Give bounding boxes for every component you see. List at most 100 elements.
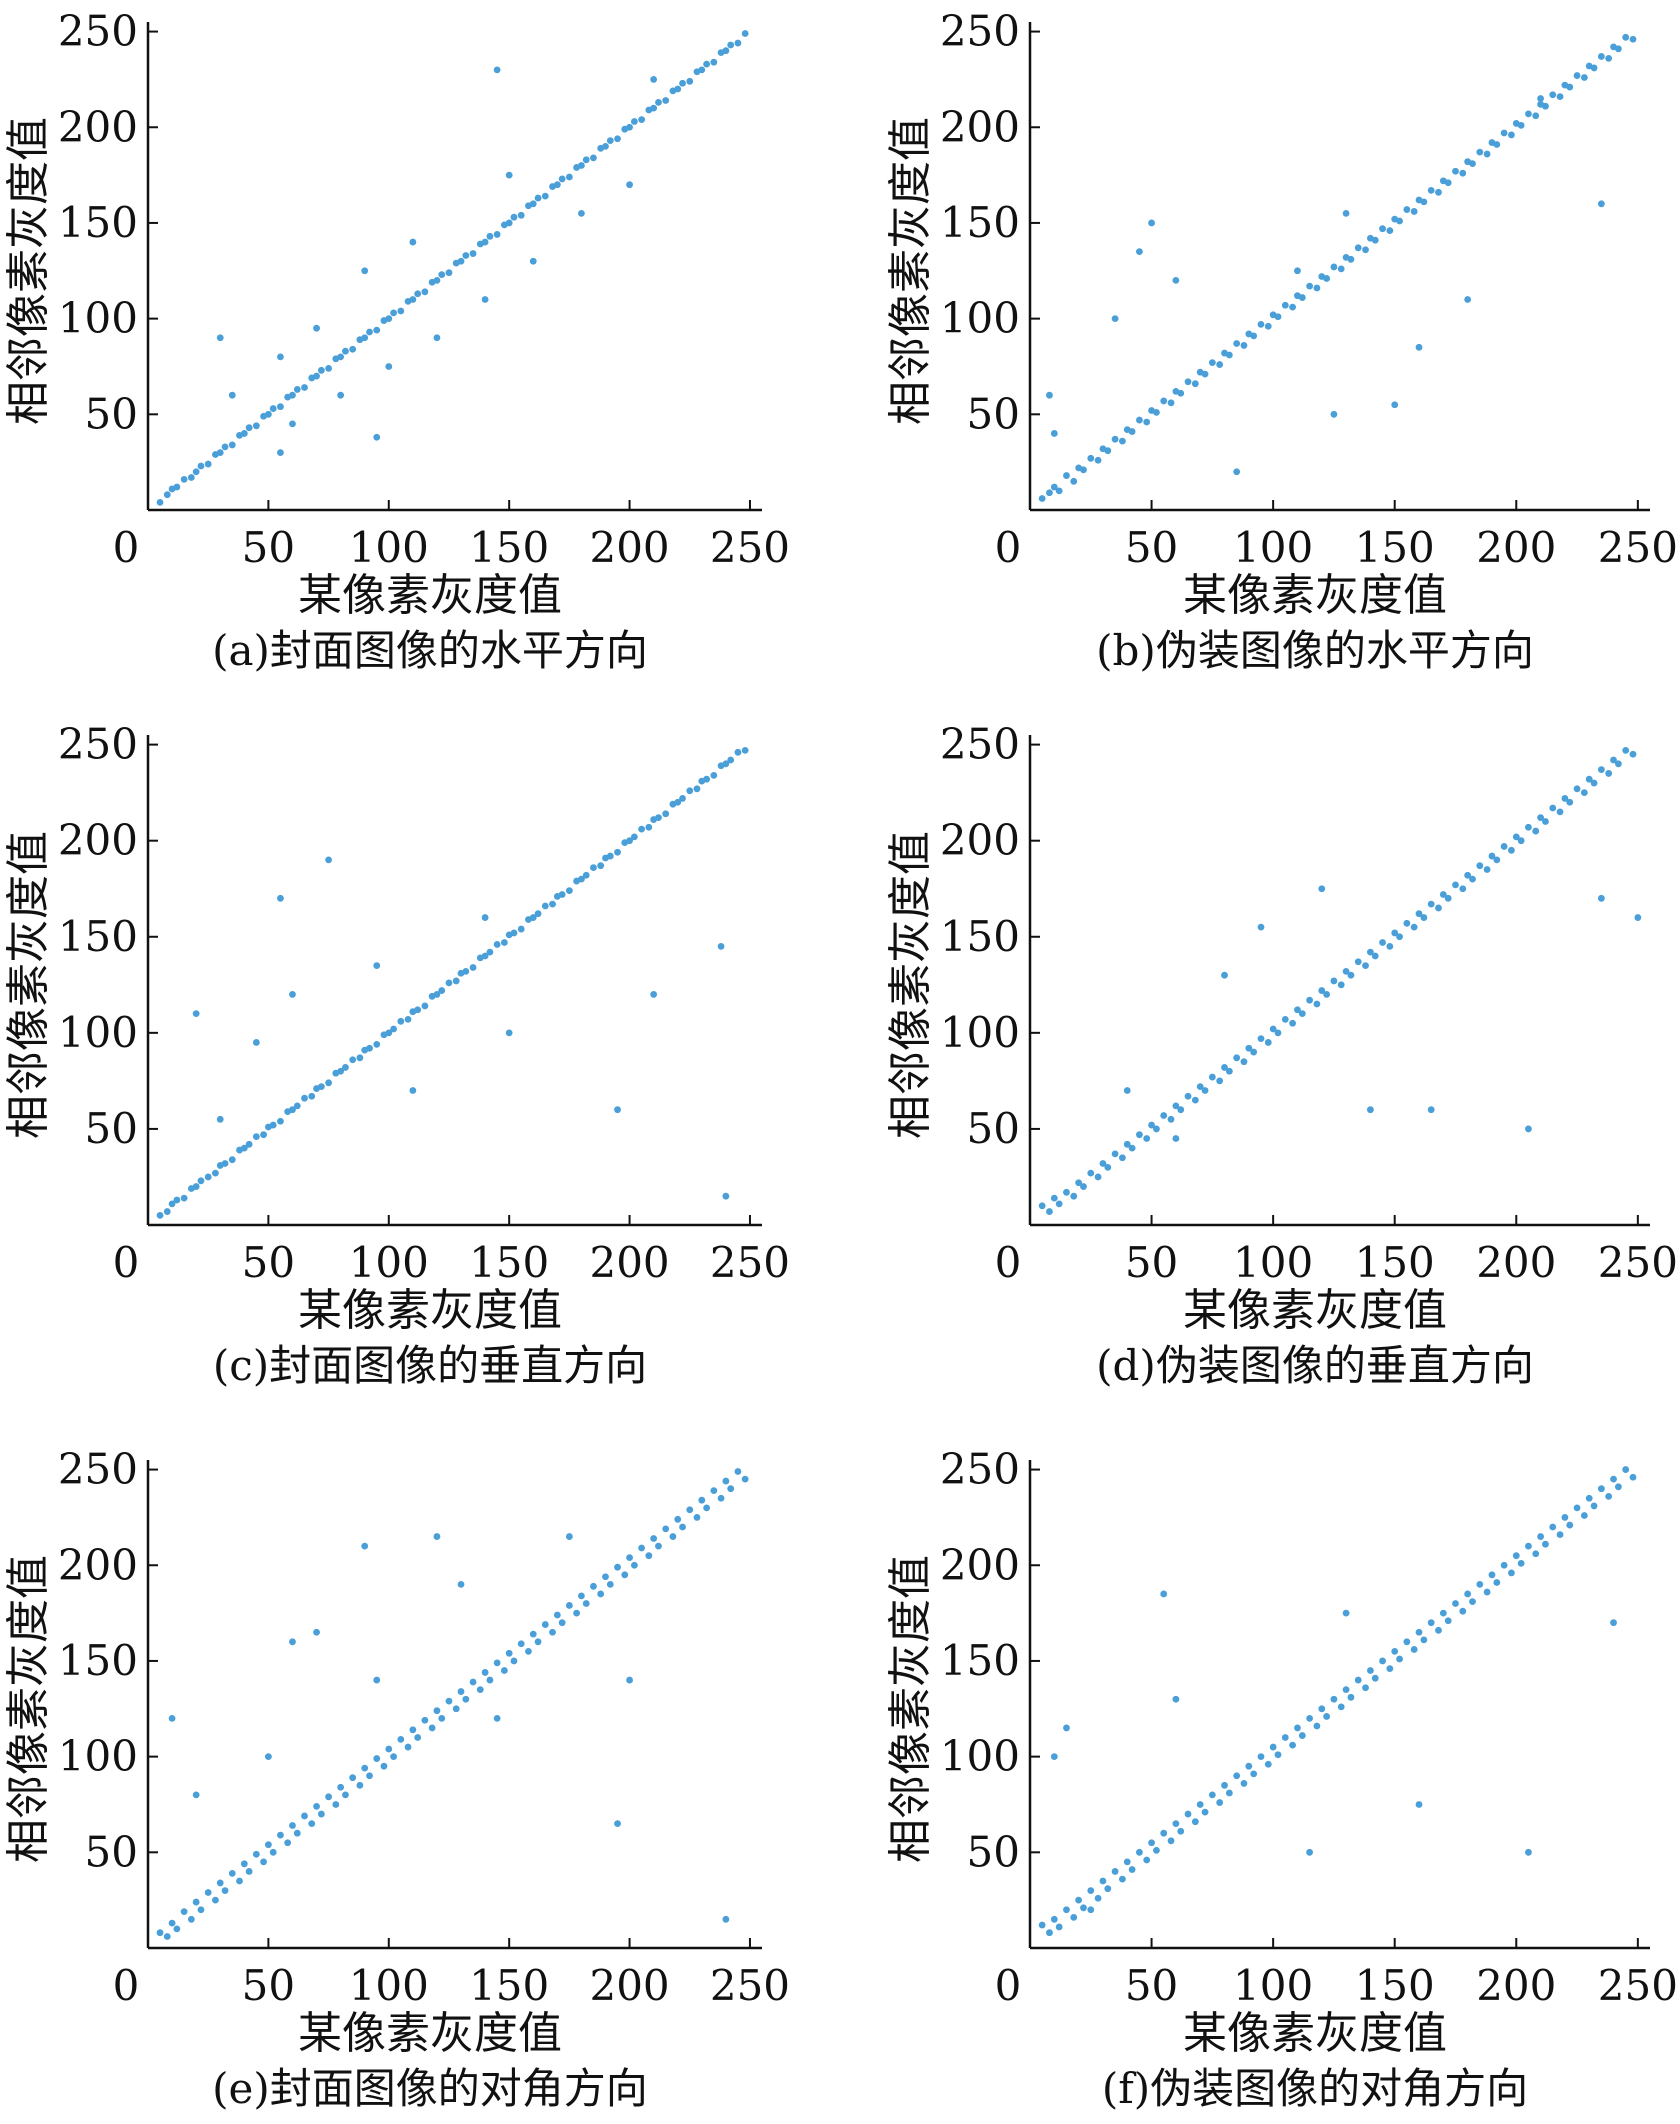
- data-point: [457, 1580, 465, 1588]
- data-point: [517, 1640, 525, 1648]
- data-point: [686, 1506, 694, 1514]
- data-point: [1415, 1628, 1423, 1636]
- data-point: [204, 1889, 212, 1896]
- data-point: [1410, 1646, 1418, 1653]
- data-point: [1549, 804, 1557, 812]
- data-point: [1517, 121, 1525, 129]
- data-point: [1614, 45, 1622, 53]
- data-point: [621, 1571, 629, 1579]
- data-point: [1590, 779, 1598, 787]
- data-point: [1366, 1667, 1374, 1674]
- data-point: [180, 1194, 188, 1202]
- x-axis-title: 某像素灰度值: [1183, 2008, 1447, 2059]
- data-point: [1313, 1722, 1321, 1730]
- data-point: [1573, 1504, 1581, 1512]
- data-point: [421, 1002, 429, 1010]
- data-point: [1488, 1571, 1496, 1579]
- data-point: [397, 1017, 405, 1025]
- x-tick-label: 100: [1233, 1238, 1313, 1287]
- data-point: [228, 1156, 236, 1164]
- y-tick-label: 100: [940, 294, 1020, 343]
- data-point: [366, 1044, 373, 1052]
- data-point: [1167, 399, 1175, 407]
- data-point: [337, 391, 345, 399]
- data-point: [630, 118, 638, 125]
- data-point: [1099, 1160, 1107, 1167]
- data-point: [1087, 1887, 1095, 1894]
- data-point: [1118, 1154, 1126, 1162]
- y-tick-label: 100: [940, 1008, 1020, 1057]
- data-point: [313, 372, 320, 380]
- data-point: [373, 962, 381, 969]
- data-point: [1500, 129, 1508, 137]
- data-point: [260, 1858, 267, 1866]
- x-tick-label: 150: [1355, 523, 1435, 572]
- data-point: [505, 1649, 513, 1657]
- data-point: [1240, 342, 1248, 349]
- data-point: [582, 871, 590, 879]
- data-point: [216, 449, 224, 456]
- data-point: [1415, 910, 1423, 918]
- data-point: [1233, 340, 1241, 347]
- data-point: [1298, 1732, 1306, 1739]
- data-point: [1386, 1665, 1394, 1672]
- data-point: [505, 171, 513, 179]
- data-point: [1590, 64, 1598, 72]
- data-point: [1634, 914, 1642, 921]
- data-point: [1298, 1010, 1306, 1018]
- data-point: [1160, 1112, 1168, 1119]
- data-point: [1294, 267, 1301, 275]
- data-point: [1094, 456, 1102, 464]
- data-point: [486, 1676, 494, 1684]
- data-point: [1128, 428, 1136, 435]
- data-point: [457, 1688, 465, 1695]
- data-point: [163, 491, 171, 499]
- data-point: [361, 267, 369, 275]
- data-point: [212, 1169, 219, 1177]
- data-point: [510, 1657, 518, 1665]
- data-point: [662, 97, 670, 104]
- data-point: [1379, 1657, 1386, 1665]
- data-point: [1590, 1502, 1598, 1510]
- data-point: [614, 135, 621, 143]
- x-tick-label: 150: [469, 1961, 549, 2010]
- data-point: [216, 1115, 224, 1123]
- data-point: [1143, 1856, 1151, 1864]
- data-point: [1087, 1906, 1095, 1914]
- data-point: [1196, 1801, 1204, 1808]
- data-point: [1216, 1799, 1224, 1806]
- data-point: [221, 1887, 229, 1894]
- data-point: [269, 405, 277, 412]
- data-point: [221, 1160, 229, 1167]
- data-point: [481, 952, 489, 960]
- x-tick-label: 150: [469, 1238, 549, 1287]
- data-point: [1250, 1770, 1258, 1778]
- data-point: [481, 296, 489, 303]
- data-point: [1420, 198, 1428, 206]
- y-tick-label: 50: [85, 1104, 138, 1153]
- data-point: [1537, 1533, 1544, 1540]
- data-point: [433, 276, 441, 284]
- data-point: [180, 1908, 188, 1916]
- data-point: [366, 1772, 373, 1780]
- data-point: [679, 795, 686, 802]
- data-point: [1063, 472, 1070, 479]
- data-point: [1070, 1192, 1078, 1200]
- data-point: [404, 1743, 412, 1751]
- data-point: [481, 1669, 489, 1676]
- data-point: [228, 391, 236, 399]
- y-tick-label: 200: [58, 102, 138, 151]
- data-point: [734, 1468, 742, 1475]
- data-point: [1391, 401, 1399, 409]
- data-point: [582, 156, 590, 164]
- data-point: [404, 1015, 412, 1023]
- y-tick-label: 100: [58, 294, 138, 343]
- data-point: [1556, 808, 1564, 816]
- data-point: [1201, 1087, 1209, 1094]
- data-point: [1167, 1837, 1175, 1845]
- data-point: [192, 1791, 200, 1799]
- data-point: [1306, 1848, 1314, 1856]
- data-point: [1452, 1600, 1459, 1607]
- y-tick-label: 250: [940, 1445, 1020, 1494]
